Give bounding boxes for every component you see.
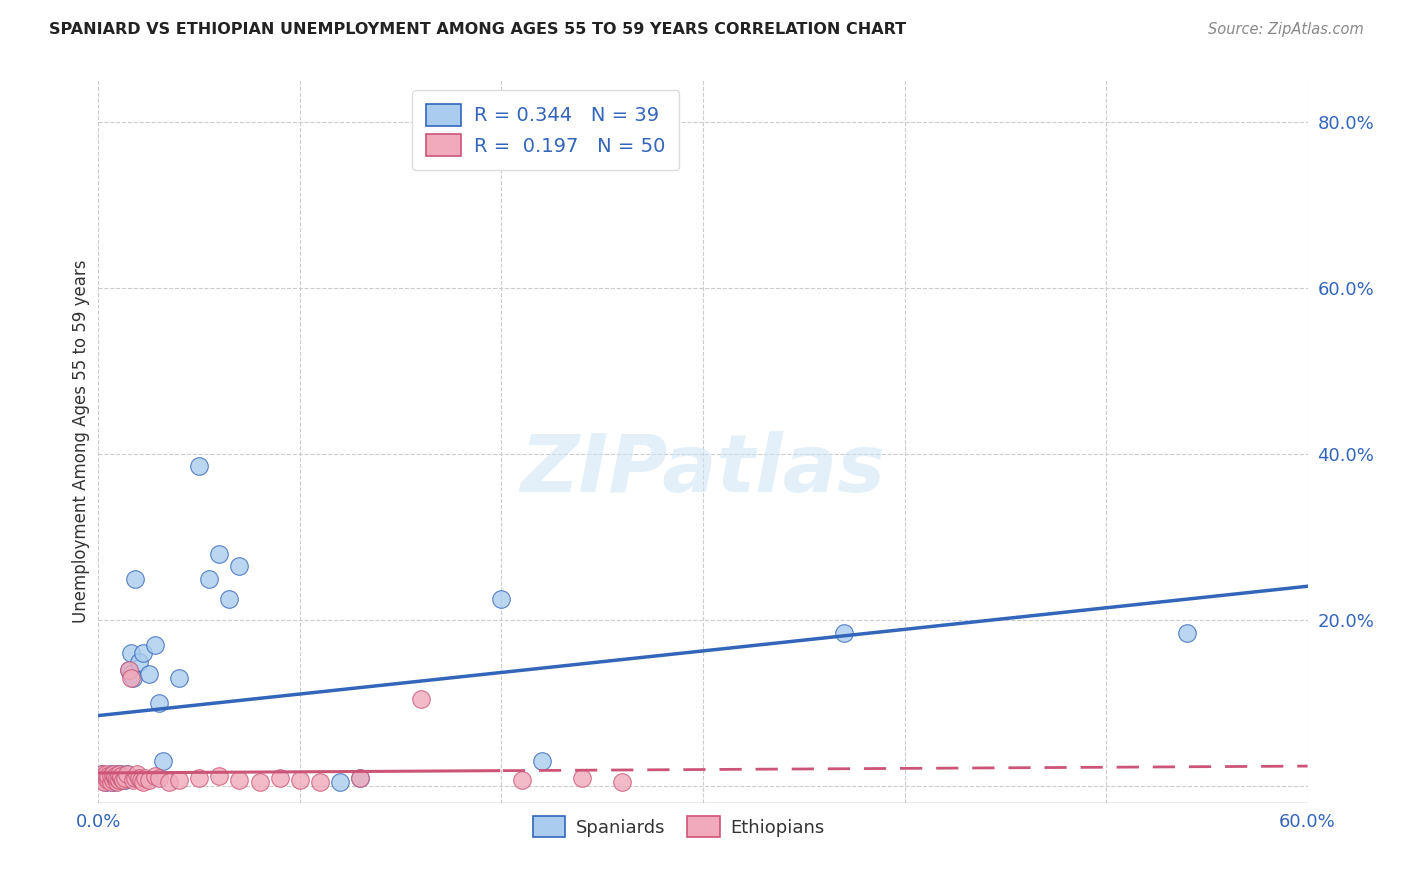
Ethiopians [96, 766, 118, 780]
Ethiopians [103, 769, 125, 783]
Ethiopians [612, 775, 634, 789]
Spaniards [105, 766, 128, 780]
Ethiopians [132, 775, 155, 789]
Ethiopians [143, 769, 166, 783]
Spaniards [93, 771, 115, 785]
Ethiopians [249, 775, 271, 789]
Ethiopians [111, 772, 134, 787]
Spaniards [91, 766, 114, 780]
Ethiopians [107, 766, 129, 780]
Spaniards [107, 772, 129, 787]
Legend: Spaniards, Ethiopians: Spaniards, Ethiopians [526, 809, 832, 845]
Spaniards [218, 592, 240, 607]
Spaniards [188, 459, 211, 474]
Ethiopians [96, 771, 118, 785]
Spaniards [111, 771, 134, 785]
Spaniards [97, 769, 120, 783]
Spaniards [124, 572, 146, 586]
Spaniards [208, 547, 231, 561]
Spaniards [96, 775, 118, 789]
Ethiopians [100, 769, 122, 783]
Ethiopians [101, 772, 124, 787]
Spaniards [329, 775, 352, 789]
Ethiopians [101, 766, 124, 780]
Spaniards [128, 655, 150, 669]
Text: SPANIARD VS ETHIOPIAN UNEMPLOYMENT AMONG AGES 55 TO 59 YEARS CORRELATION CHART: SPANIARD VS ETHIOPIAN UNEMPLOYMENT AMONG… [49, 22, 907, 37]
Ethiopians [128, 771, 150, 785]
Spaniards [198, 572, 221, 586]
Ethiopians [409, 692, 432, 706]
Ethiopians [93, 769, 115, 783]
Ethiopians [309, 775, 332, 789]
Ethiopians [121, 772, 143, 787]
Ethiopians [228, 772, 250, 787]
Ethiopians [571, 771, 593, 785]
Spaniards [118, 663, 141, 677]
Spaniards [114, 772, 136, 787]
Spaniards [152, 754, 174, 768]
Spaniards [1175, 625, 1198, 640]
Spaniards [530, 754, 553, 768]
Ethiopians [125, 766, 148, 780]
Ethiopians [124, 771, 146, 785]
Spaniards [228, 559, 250, 574]
Ethiopians [167, 772, 190, 787]
Spaniards [491, 592, 513, 607]
Spaniards [148, 696, 170, 710]
Ethiopians [208, 769, 231, 783]
Ethiopians [91, 772, 114, 787]
Spaniards [832, 625, 855, 640]
Spaniards [101, 775, 124, 789]
Spaniards [120, 646, 142, 660]
Ethiopians [93, 775, 115, 789]
Spaniards [138, 667, 160, 681]
Spaniards [167, 671, 190, 685]
Spaniards [115, 766, 138, 780]
Ethiopians [89, 771, 111, 785]
Ethiopians [97, 769, 120, 783]
Ethiopians [188, 771, 211, 785]
Ethiopians [129, 772, 152, 787]
Ethiopians [105, 771, 128, 785]
Ethiopians [120, 671, 142, 685]
Text: Source: ZipAtlas.com: Source: ZipAtlas.com [1208, 22, 1364, 37]
Ethiopians [114, 771, 136, 785]
Spaniards [132, 646, 155, 660]
Ethiopians [349, 771, 371, 785]
Ethiopians [107, 772, 129, 787]
Spaniards [100, 772, 122, 787]
Spaniards [110, 766, 132, 780]
Ethiopians [97, 772, 120, 787]
Spaniards [107, 769, 129, 783]
Spaniards [101, 769, 124, 783]
Spaniards [120, 667, 142, 681]
Spaniards [103, 771, 125, 785]
Spaniards [143, 638, 166, 652]
Ethiopians [103, 771, 125, 785]
Ethiopians [115, 766, 138, 780]
Ethiopians [100, 775, 122, 789]
Ethiopians [148, 771, 170, 785]
Ethiopians [134, 771, 156, 785]
Ethiopians [110, 771, 132, 785]
Ethiopians [91, 766, 114, 780]
Ethiopians [157, 775, 180, 789]
Ethiopians [138, 772, 160, 787]
Ethiopians [105, 775, 128, 789]
Ethiopians [110, 769, 132, 783]
Spaniards [349, 771, 371, 785]
Ethiopians [269, 771, 291, 785]
Ethiopians [510, 772, 533, 787]
Y-axis label: Unemployment Among Ages 55 to 59 years: Unemployment Among Ages 55 to 59 years [72, 260, 90, 624]
Text: ZIPatlas: ZIPatlas [520, 432, 886, 509]
Spaniards [100, 766, 122, 780]
Spaniards [121, 671, 143, 685]
Ethiopians [118, 663, 141, 677]
Ethiopians [288, 772, 311, 787]
